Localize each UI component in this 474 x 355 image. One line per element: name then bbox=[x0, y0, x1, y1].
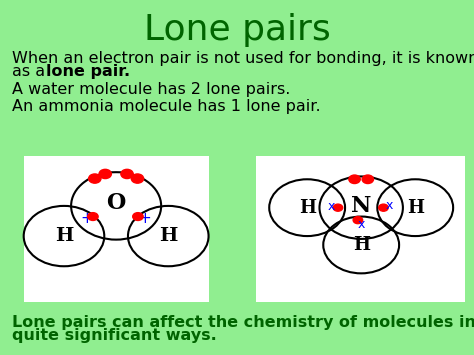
Text: +: + bbox=[138, 211, 151, 226]
Text: When an electron pair is not used for bonding, it is known: When an electron pair is not used for bo… bbox=[12, 51, 474, 66]
Text: An ammonia molecule has 1 lone pair.: An ammonia molecule has 1 lone pair. bbox=[12, 99, 320, 114]
Text: H: H bbox=[353, 236, 370, 254]
FancyBboxPatch shape bbox=[256, 156, 465, 302]
Text: +: + bbox=[80, 211, 92, 226]
Text: N: N bbox=[351, 195, 371, 217]
Text: quite significant ways.: quite significant ways. bbox=[12, 328, 217, 343]
Circle shape bbox=[89, 174, 101, 183]
Circle shape bbox=[131, 174, 144, 183]
Circle shape bbox=[133, 213, 143, 220]
Text: Lone pairs: Lone pairs bbox=[144, 13, 330, 47]
Text: Lone pairs can affect the chemistry of molecules in: Lone pairs can affect the chemistry of m… bbox=[12, 315, 474, 330]
Circle shape bbox=[333, 204, 343, 211]
Text: lone pair.: lone pair. bbox=[46, 64, 130, 79]
Text: x: x bbox=[357, 218, 365, 231]
Circle shape bbox=[362, 175, 374, 184]
Circle shape bbox=[99, 169, 111, 179]
Circle shape bbox=[349, 175, 360, 184]
Text: H: H bbox=[407, 199, 424, 217]
Circle shape bbox=[353, 217, 363, 224]
Text: H: H bbox=[159, 227, 177, 245]
Circle shape bbox=[121, 169, 133, 179]
Text: H: H bbox=[55, 227, 73, 245]
Circle shape bbox=[88, 213, 98, 220]
Text: A water molecule has 2 lone pairs.: A water molecule has 2 lone pairs. bbox=[12, 82, 290, 97]
Text: as a: as a bbox=[12, 64, 50, 79]
Text: x: x bbox=[328, 200, 336, 213]
Circle shape bbox=[379, 204, 388, 211]
Text: O: O bbox=[107, 192, 126, 214]
FancyBboxPatch shape bbox=[24, 156, 209, 302]
Text: x: x bbox=[386, 200, 393, 212]
Text: H: H bbox=[299, 199, 316, 217]
